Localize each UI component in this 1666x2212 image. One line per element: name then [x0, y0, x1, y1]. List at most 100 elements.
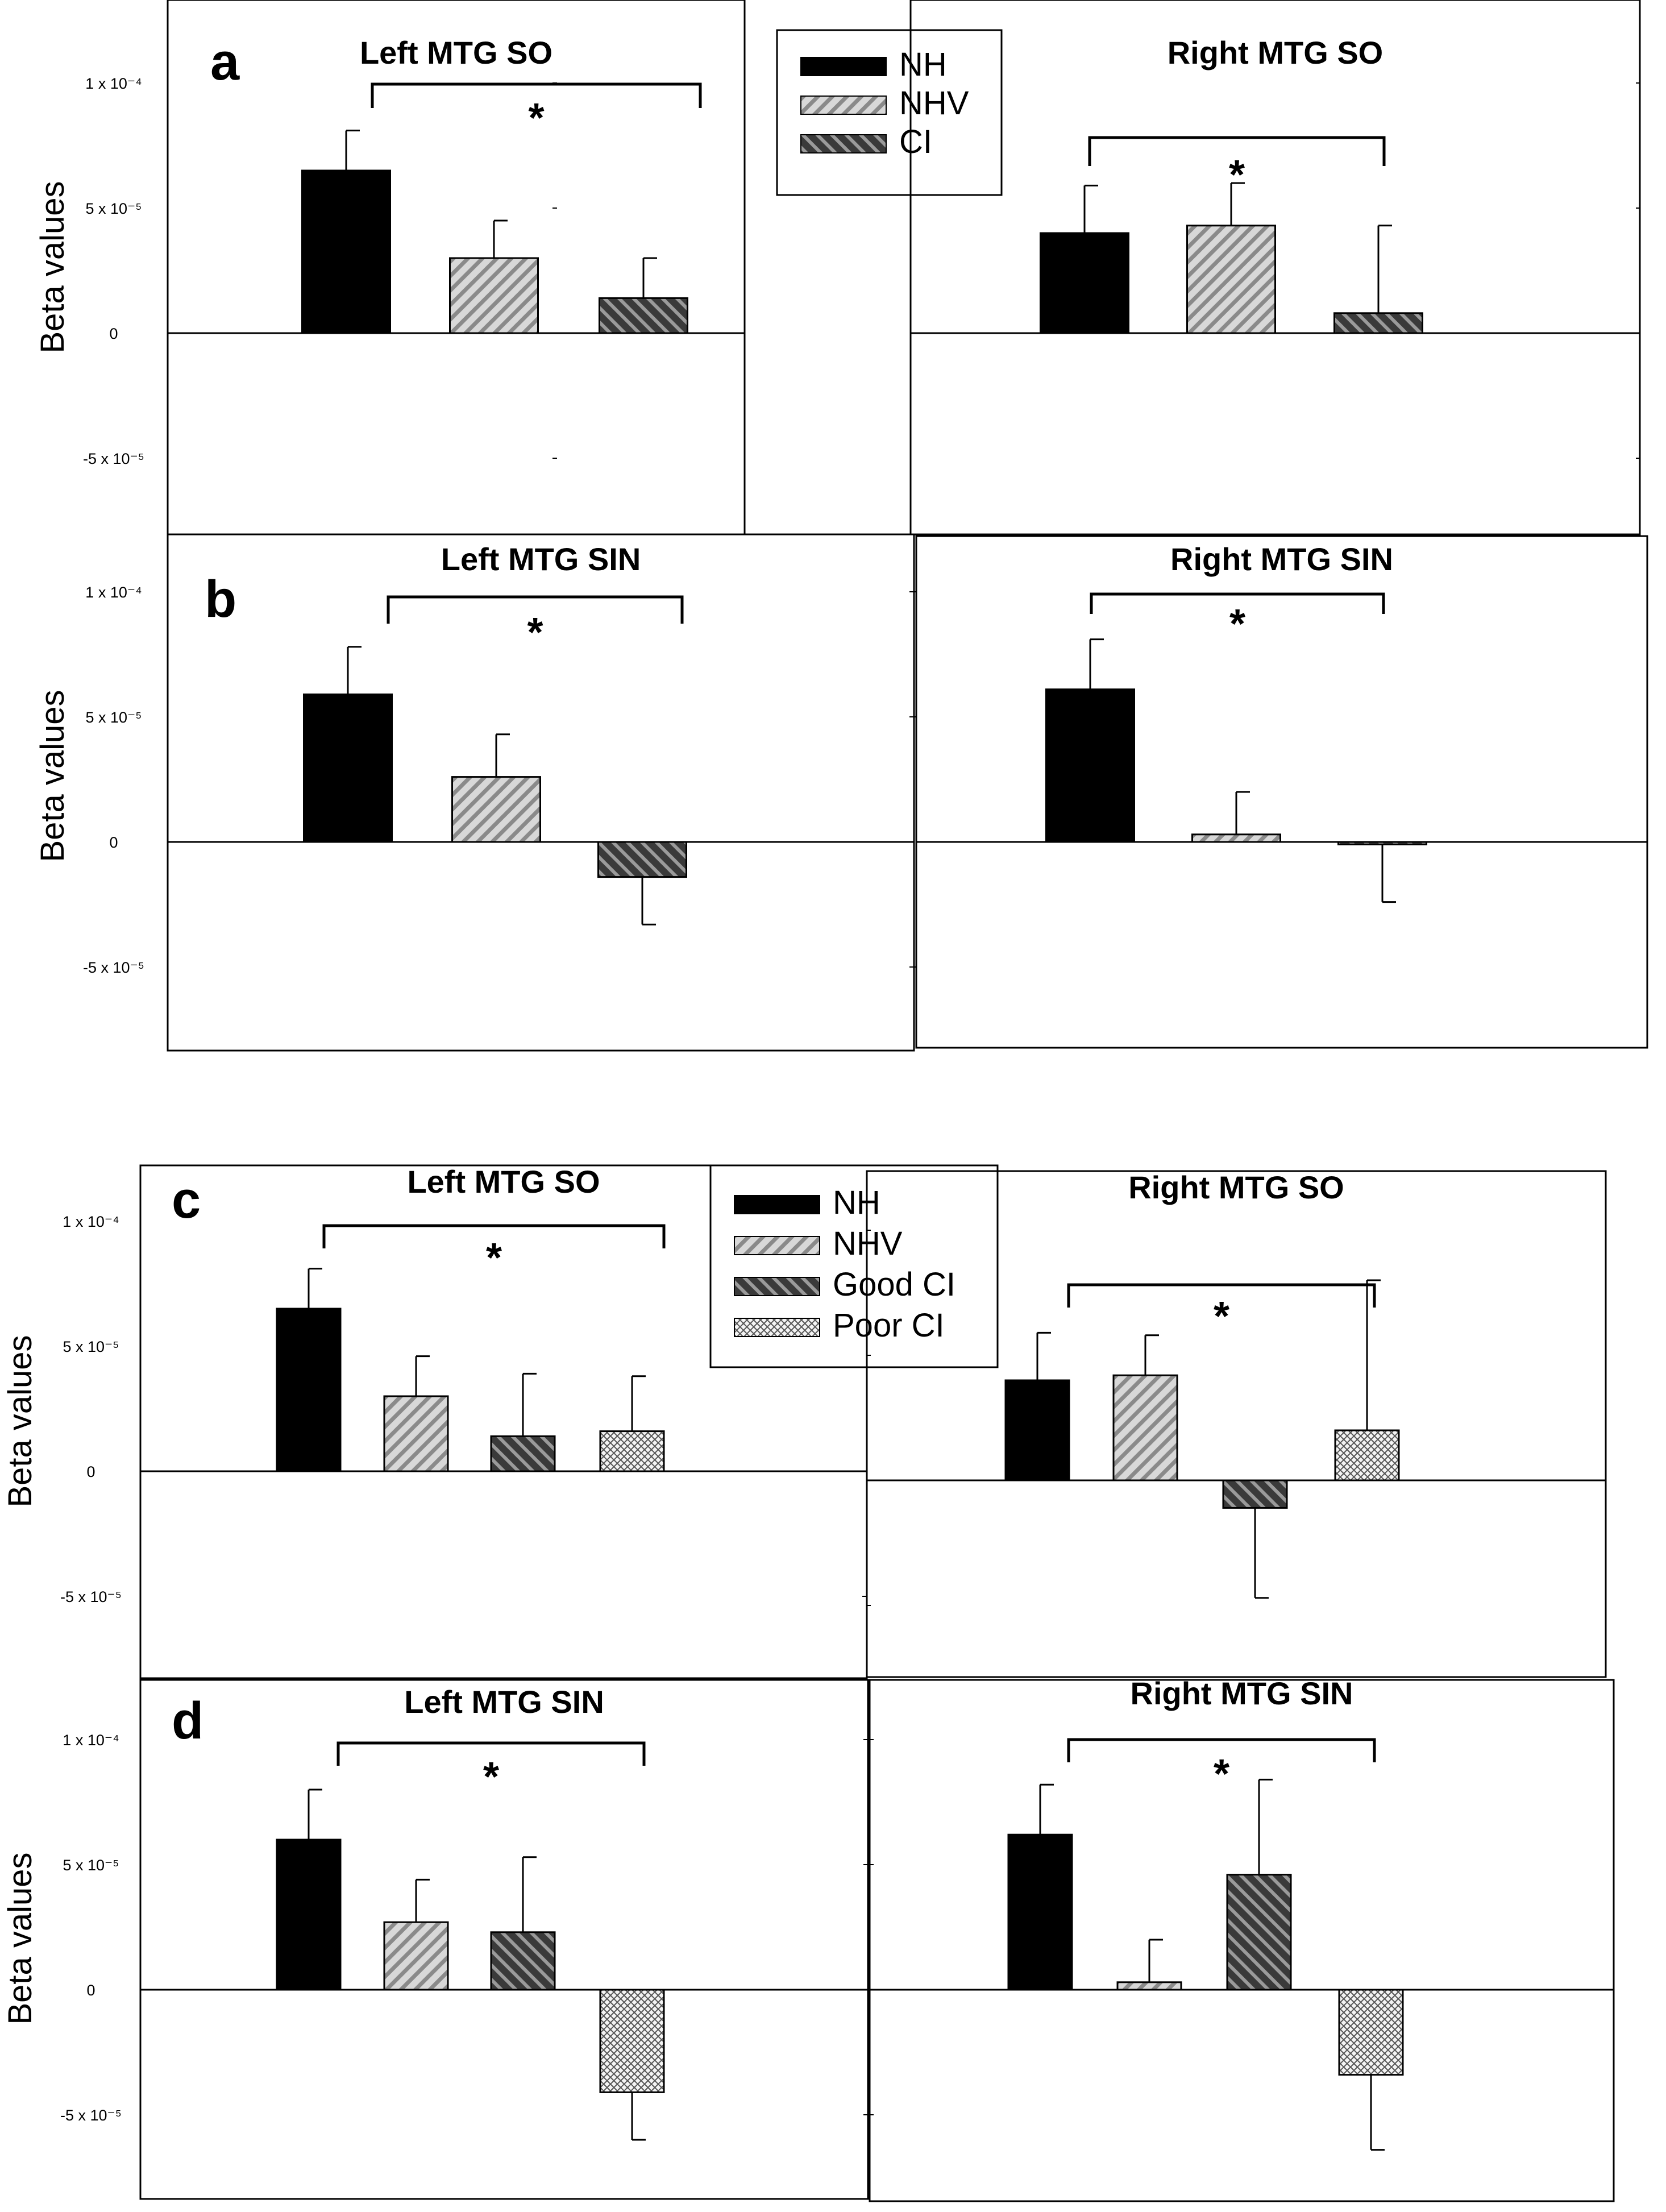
significance-star: *	[528, 96, 544, 141]
bar-nh	[301, 169, 391, 334]
bar-ci	[1333, 312, 1423, 334]
bar-nhv	[1186, 225, 1276, 334]
y-axis-label: Beta values	[34, 690, 71, 862]
significance-star: *	[486, 1235, 502, 1281]
significance-bracket	[371, 82, 702, 108]
panel-a-right: Right MTG SO *	[909, 0, 1641, 536]
legend-label-ci: CI	[899, 123, 932, 160]
bar-poor-ci	[599, 1989, 665, 2093]
legend-swatch-nhv	[800, 96, 887, 115]
significance-bracket	[1067, 1738, 1376, 1762]
bar-ci	[1337, 841, 1427, 845]
y-tick-label: 0	[109, 325, 118, 342]
y-tick-label: -5 x 10⁻⁵	[83, 450, 144, 467]
bar-nh	[1045, 688, 1135, 843]
significance-star: *	[1214, 1294, 1229, 1339]
bar-nh	[1004, 1379, 1070, 1481]
panel-frame	[866, 1170, 1607, 1678]
panel-letter: b	[205, 570, 236, 628]
significance-bracket	[322, 1224, 666, 1248]
panel-title: Right MTG SO	[1168, 35, 1384, 70]
panel-frame	[915, 535, 1648, 1049]
significance-bracket	[387, 595, 684, 624]
y-axis-label: Beta values	[34, 181, 71, 353]
bar-nh	[1007, 1833, 1073, 1991]
bar-nhv	[383, 1395, 449, 1472]
panel-title: Right MTG SO	[1128, 1169, 1344, 1205]
bar-nhv	[1116, 1981, 1182, 1991]
y-tick-label: 5 x 10⁻⁵	[63, 1857, 119, 1874]
panel-b-right: Right MTG SIN *	[912, 535, 1648, 1049]
significance-bracket	[1090, 592, 1385, 614]
y-tick-label: 5 x 10⁻⁵	[86, 200, 142, 217]
legend-swatch-ci	[800, 134, 887, 153]
panel-title: Left MTG SIN	[404, 1684, 604, 1720]
panel-title: Right MTG SIN	[1170, 541, 1393, 577]
bar-nhv	[1191, 833, 1281, 843]
bar-nhv	[1112, 1374, 1178, 1481]
panel-title: Left MTG SO	[407, 1164, 600, 1200]
legend-label-poor-ci: Poor CI	[833, 1307, 945, 1344]
bar-good-ci	[490, 1435, 556, 1472]
bar-poor-ci	[1334, 1429, 1400, 1481]
bar-nhv	[451, 776, 541, 843]
panel-title: Left MTG SIN	[441, 541, 641, 577]
bar-good-ci	[490, 1931, 556, 1991]
significance-star: *	[483, 1754, 499, 1800]
legend-label-nh: NH	[899, 46, 947, 83]
panel-b-left: Left MTG SIN b Beta values 1 x 10⁻⁴ 5 x 10⁻⁵…	[34, 533, 915, 1052]
bar-nhv	[383, 1921, 449, 1991]
legend-swatch-nhv	[734, 1236, 820, 1255]
legend-label-nh: NH	[833, 1184, 880, 1221]
panel-letter: c	[172, 1171, 201, 1229]
significance-bracket	[1067, 1283, 1376, 1308]
y-tick-label: 5 x 10⁻⁵	[86, 709, 142, 726]
bar-ci	[597, 841, 687, 878]
panel-frame	[139, 1679, 869, 2200]
significance-star: *	[1229, 601, 1245, 647]
panel-a-left: Left MTG SO a Beta values 1 x 10⁻⁴ 5 x 10⁻⁵ 0…	[34, 0, 1003, 536]
legend-swatch-poor-ci	[734, 1318, 820, 1337]
y-tick-label: 1 x 10⁻⁴	[85, 584, 142, 601]
bar-ci	[599, 297, 688, 334]
y-tick-label: -5 x 10⁻⁵	[83, 959, 144, 976]
panel-frame	[909, 0, 1641, 536]
bar-nh	[303, 693, 393, 843]
y-tick-label: 1 x 10⁻⁴	[85, 75, 142, 92]
panel-title: Right MTG SIN	[1131, 1675, 1353, 1711]
bar-good-ci	[1222, 1479, 1288, 1509]
bar-good-ci	[1226, 1874, 1292, 1991]
bar-nh	[276, 1839, 342, 1991]
y-axis-label: Beta values	[2, 1335, 39, 1507]
significance-star: *	[1229, 152, 1245, 198]
panel-c-left: Left MTG SO c Beta values 1 x 10⁻⁴ 5 x 10⁻⁵ 0…	[2, 1164, 999, 1679]
y-tick-label: -5 x 10⁻⁵	[60, 1588, 122, 1605]
y-tick-label: 1 x 10⁻⁴	[63, 1732, 119, 1749]
bar-nh	[276, 1308, 342, 1472]
bar-nhv	[449, 257, 539, 334]
significance-bracket	[336, 1741, 646, 1766]
legend-swatch-nh	[734, 1195, 820, 1214]
bar-poor-ci	[1338, 1989, 1404, 2076]
bar-poor-ci	[599, 1430, 665, 1472]
legend-swatch-nh	[800, 57, 887, 76]
legend-label-good-ci: Good CI	[833, 1266, 955, 1303]
legend-swatch-good-ci	[734, 1277, 820, 1296]
y-tick-label: -5 x 10⁻⁵	[60, 2107, 122, 2124]
y-tick-label: 0	[109, 834, 118, 851]
significance-star: *	[1214, 1752, 1229, 1797]
panel-letter: a	[210, 33, 240, 91]
y-tick-label: 1 x 10⁻⁴	[63, 1213, 119, 1230]
panel-title: Left MTG SO	[360, 35, 552, 70]
panel-frame	[167, 533, 915, 1052]
panel-d-right: Right MTG SIN *	[869, 1675, 1615, 2202]
significance-bracket	[1088, 136, 1386, 166]
panel-c-right: Right MTG SO *	[866, 1169, 1607, 1678]
panel-d-left: Left MTG SIN d Beta values 1 x 10⁻⁴ 5 x 10⁻⁵…	[2, 1679, 869, 2200]
panel-letter: d	[172, 1692, 203, 1750]
y-tick-label: 5 x 10⁻⁵	[63, 1338, 119, 1355]
legend-label-nhv: NHV	[899, 85, 969, 122]
